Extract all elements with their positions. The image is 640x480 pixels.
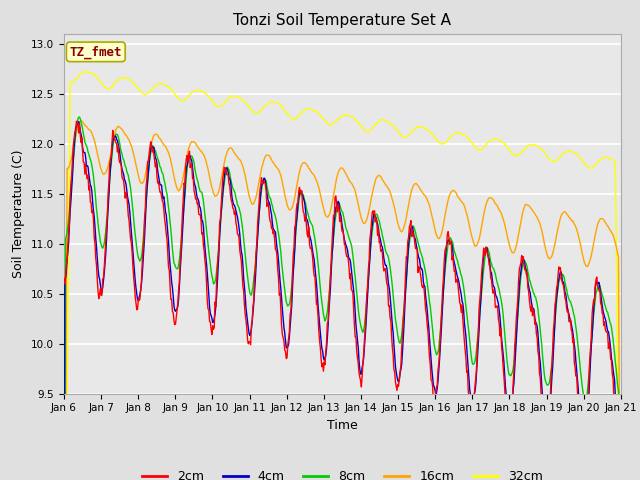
16cm bbox=[411, 181, 419, 187]
4cm bbox=[70, 144, 78, 150]
16cm bbox=[70, 141, 78, 147]
2cm bbox=[128, 250, 136, 255]
2cm bbox=[214, 253, 222, 259]
8cm bbox=[76, 114, 83, 120]
4cm bbox=[128, 239, 136, 245]
32cm bbox=[411, 125, 419, 131]
4cm bbox=[617, 451, 625, 457]
8cm bbox=[70, 148, 78, 154]
2cm bbox=[60, 276, 68, 282]
2cm bbox=[411, 240, 419, 246]
8cm bbox=[128, 199, 136, 205]
2cm bbox=[72, 119, 80, 124]
8cm bbox=[214, 252, 222, 258]
8cm bbox=[185, 156, 193, 162]
16cm bbox=[214, 190, 222, 196]
4cm bbox=[428, 356, 435, 362]
16cm bbox=[185, 145, 193, 151]
2cm bbox=[616, 456, 623, 462]
Line: 4cm: 4cm bbox=[64, 122, 621, 480]
Y-axis label: Soil Temperature (C): Soil Temperature (C) bbox=[12, 149, 26, 278]
4cm bbox=[185, 154, 193, 159]
4cm bbox=[75, 119, 83, 125]
2cm bbox=[70, 136, 78, 142]
32cm bbox=[185, 93, 193, 99]
32cm bbox=[428, 130, 435, 136]
X-axis label: Time: Time bbox=[327, 419, 358, 432]
16cm bbox=[128, 146, 136, 152]
Line: 16cm: 16cm bbox=[64, 120, 621, 480]
2cm bbox=[428, 377, 435, 383]
32cm bbox=[70, 78, 78, 84]
Line: 8cm: 8cm bbox=[64, 117, 621, 480]
4cm bbox=[411, 235, 419, 241]
Text: TZ_fmet: TZ_fmet bbox=[70, 45, 122, 59]
32cm bbox=[128, 79, 136, 84]
Line: 2cm: 2cm bbox=[64, 121, 621, 459]
8cm bbox=[428, 312, 435, 318]
2cm bbox=[185, 153, 193, 158]
2cm bbox=[617, 446, 625, 452]
32cm bbox=[83, 69, 90, 75]
32cm bbox=[214, 104, 222, 109]
Line: 32cm: 32cm bbox=[64, 72, 621, 480]
Title: Tonzi Soil Temperature Set A: Tonzi Soil Temperature Set A bbox=[234, 13, 451, 28]
Legend: 2cm, 4cm, 8cm, 16cm, 32cm: 2cm, 4cm, 8cm, 16cm, 32cm bbox=[137, 465, 548, 480]
16cm bbox=[428, 209, 435, 215]
8cm bbox=[411, 227, 419, 233]
4cm bbox=[214, 266, 222, 272]
16cm bbox=[77, 118, 85, 123]
